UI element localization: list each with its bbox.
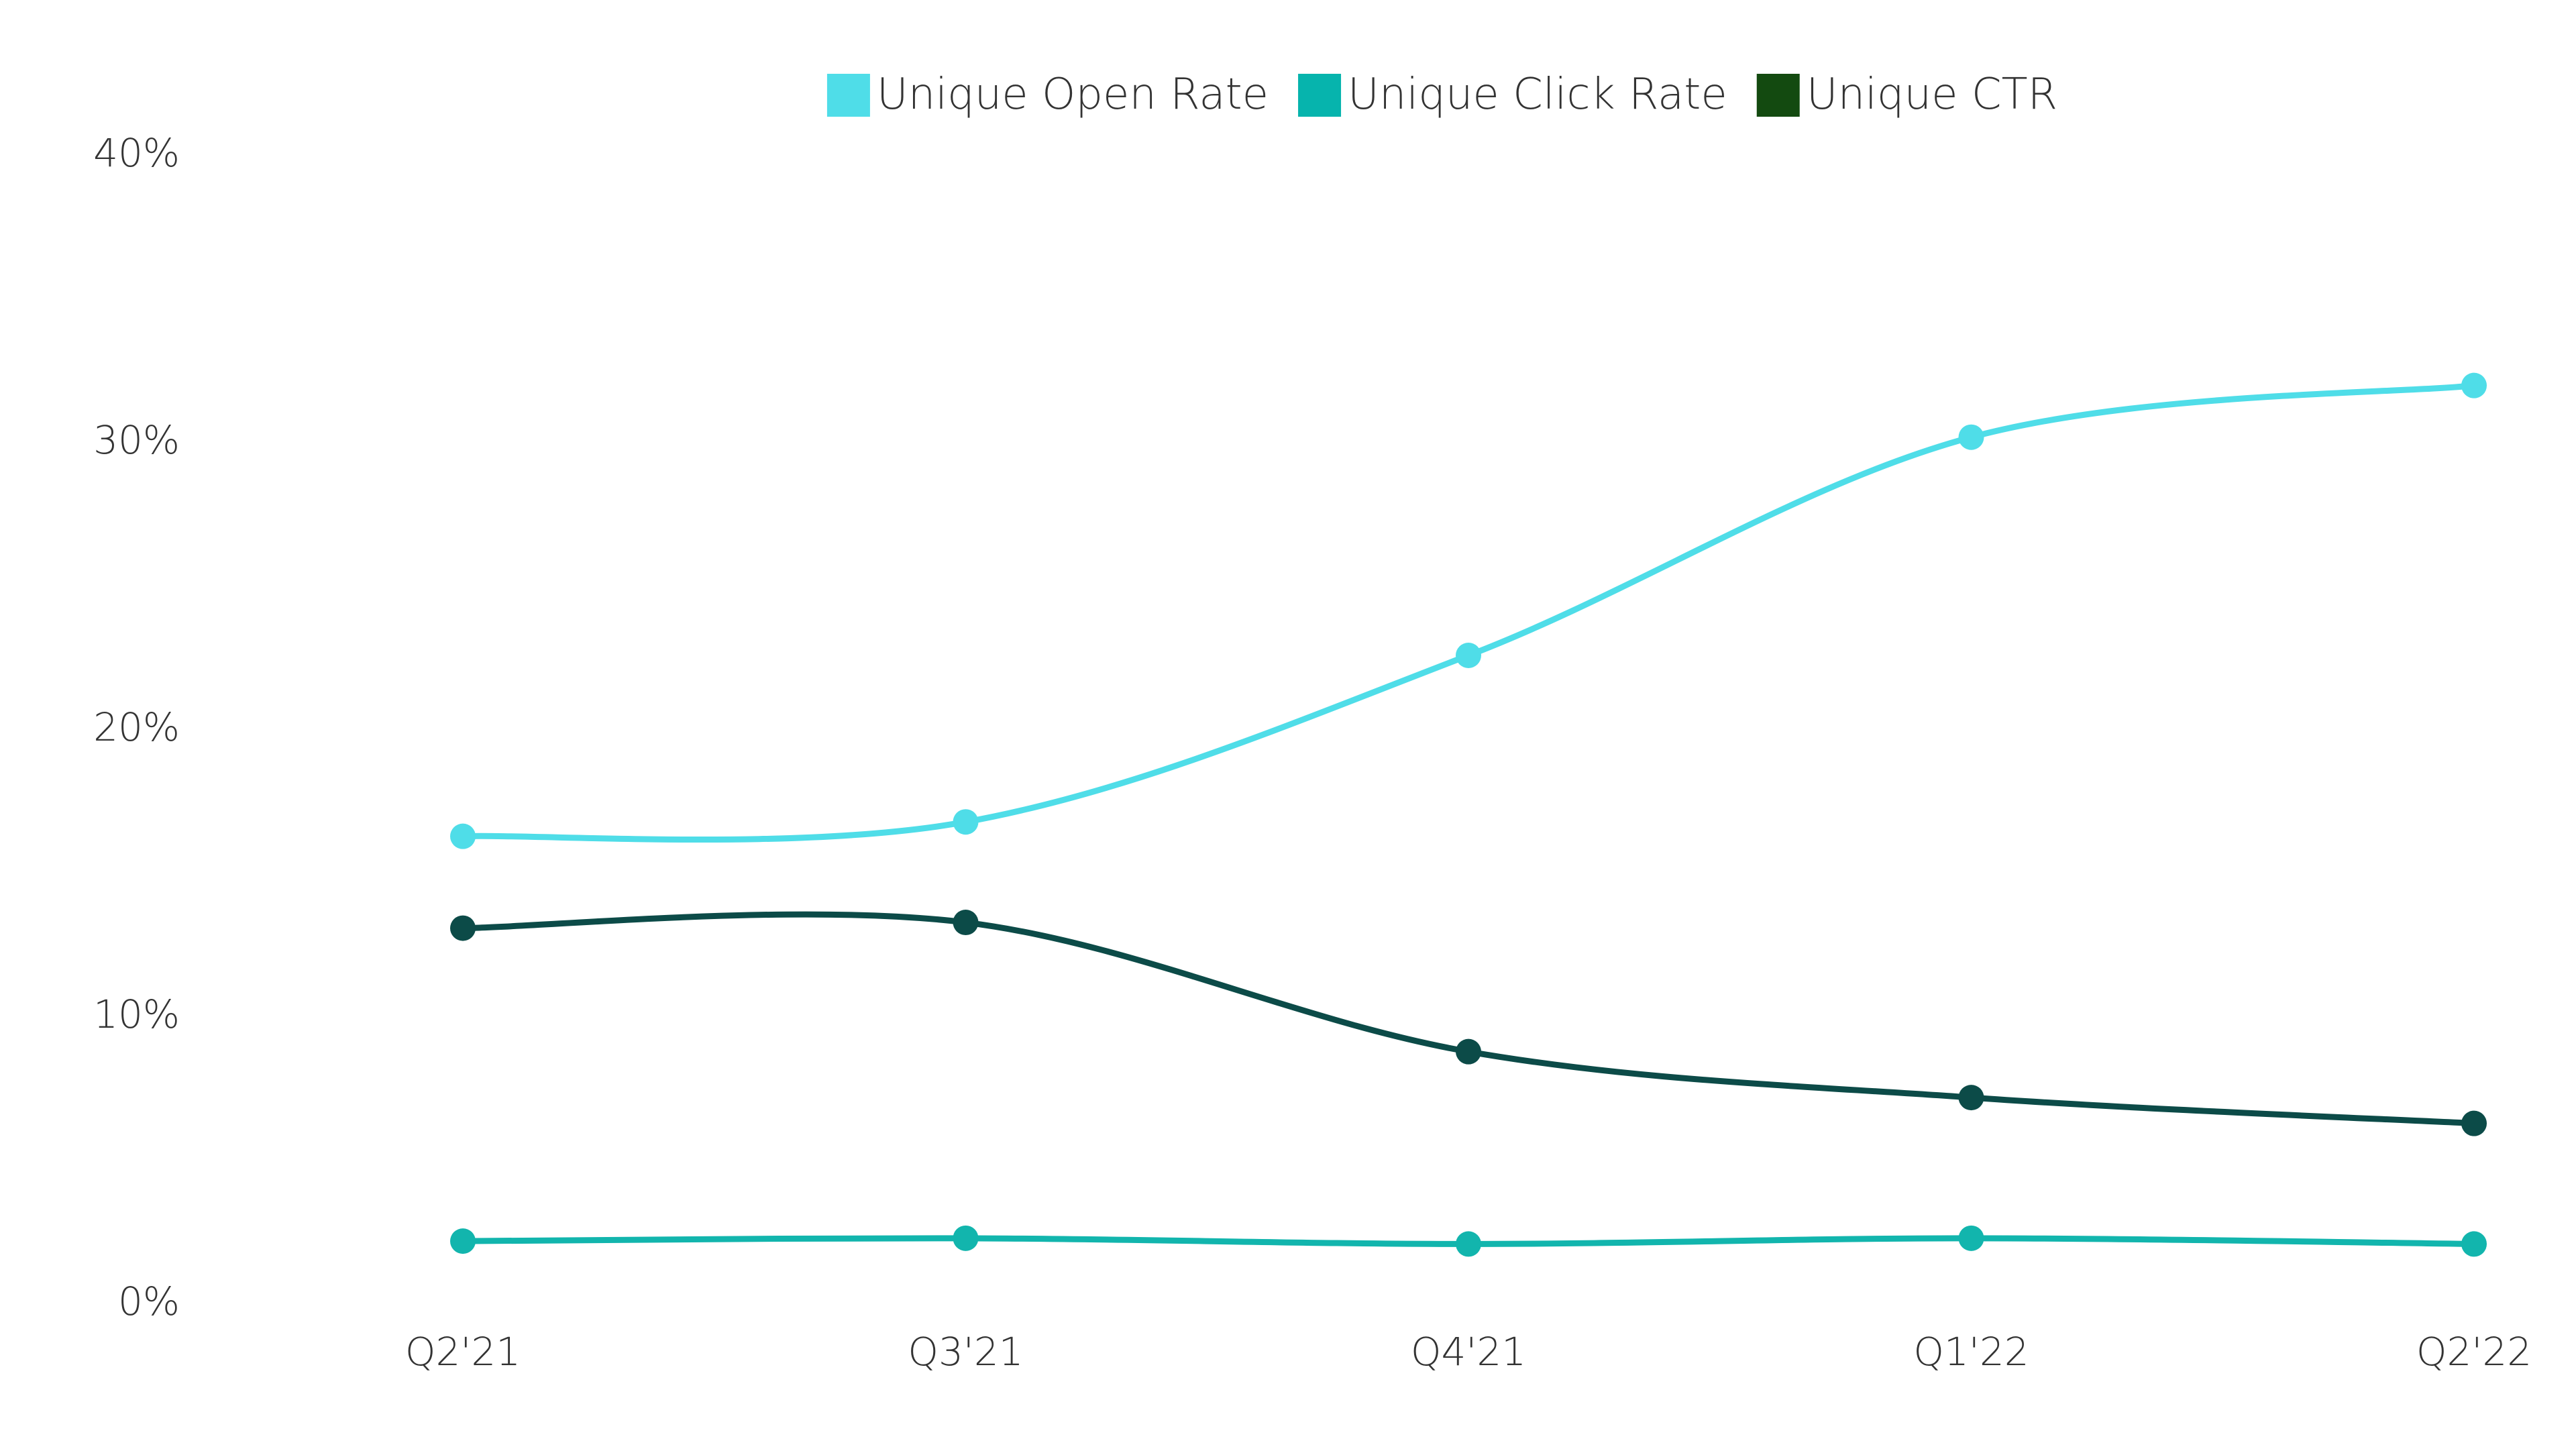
data-point-unique-click-rate[interactable] [2461, 1231, 2487, 1257]
x-axis: Q2'21 Q3'21 Q4'21 Q1'22 Q2'22 [405, 1329, 2532, 1375]
legend-swatch [1298, 74, 1342, 117]
y-tick-label: 10% [93, 991, 180, 1037]
series-layer [450, 372, 2487, 1257]
y-tick-label: 0% [118, 1279, 180, 1324]
y-axis: 0% 10% 20% 30% 40% [93, 130, 180, 1324]
legend-label: Unique CTR [1807, 70, 2057, 119]
data-point-unique-click-rate[interactable] [1958, 1225, 1984, 1251]
data-point-unique-click-rate[interactable] [450, 1228, 476, 1254]
x-tick-label: Q1'22 [1913, 1329, 2029, 1375]
data-point-unique-ctr[interactable] [450, 915, 476, 941]
data-point-unique-ctr[interactable] [953, 910, 979, 936]
data-point-unique-ctr[interactable] [1958, 1085, 1984, 1111]
legend-swatch [1756, 74, 1800, 117]
data-point-unique-open-rate[interactable] [2461, 372, 2487, 398]
data-point-unique-ctr[interactable] [1456, 1038, 1481, 1065]
legend-item-unique-open-rate[interactable]: Unique Open Rate [826, 70, 1269, 119]
series-line-unique-open-rate [460, 382, 2477, 843]
data-point-unique-click-rate[interactable] [1456, 1231, 1481, 1257]
legend-item-unique-ctr[interactable]: Unique CTR [1756, 70, 2057, 119]
y-tick-label: 30% [93, 417, 180, 463]
series-unique-open-rate [450, 372, 2487, 849]
data-point-unique-open-rate[interactable] [1958, 424, 1984, 450]
data-point-unique-open-rate[interactable] [450, 823, 476, 849]
x-tick-label: Q3'21 [908, 1329, 1023, 1375]
x-tick-label: Q2'22 [2416, 1329, 2532, 1375]
data-point-unique-ctr[interactable] [2461, 1110, 2487, 1136]
data-point-unique-open-rate[interactable] [1456, 643, 1481, 668]
series-unique-click-rate [450, 1225, 2487, 1257]
legend: Unique Open Rate Unique Click Rate Unique … [826, 70, 2057, 119]
data-point-unique-click-rate[interactable] [953, 1225, 979, 1251]
legend-label: Unique Click Rate [1348, 70, 1727, 119]
legend-swatch [826, 74, 870, 117]
y-tick-label: 40% [93, 130, 180, 176]
legend-label: Unique Open Rate [877, 70, 1269, 119]
x-tick-label: Q4'21 [1411, 1329, 1526, 1375]
data-point-unique-open-rate[interactable] [953, 809, 979, 835]
legend-item-unique-click-rate[interactable]: Unique Click Rate [1298, 70, 1727, 119]
series-line-unique-ctr [460, 911, 2477, 1127]
series-unique-ctr [450, 910, 2487, 1136]
y-tick-label: 20% [93, 704, 180, 750]
x-tick-label: Q2'21 [405, 1329, 521, 1375]
